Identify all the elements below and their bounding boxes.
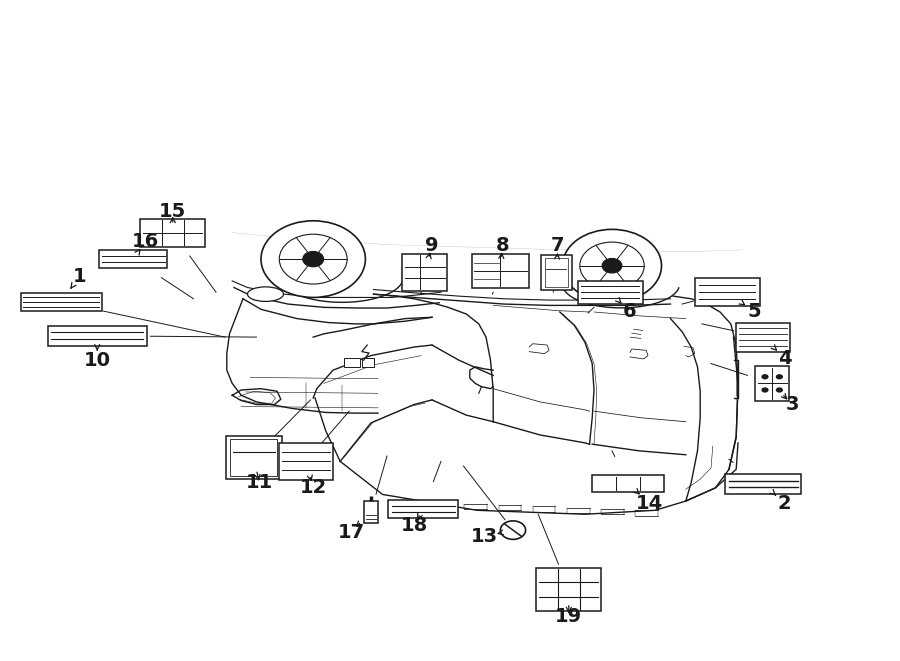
Bar (230, 440, 277, 476)
Text: 10: 10 (84, 351, 111, 369)
Bar (226, 436, 282, 479)
Text: 15: 15 (159, 202, 186, 221)
Bar (344, 358, 360, 367)
Text: 18: 18 (400, 516, 428, 535)
Bar (279, 444, 333, 480)
Bar (99, 250, 167, 268)
Bar (592, 475, 664, 492)
Text: 7: 7 (551, 237, 565, 255)
Text: 14: 14 (636, 494, 663, 513)
Bar (536, 568, 601, 611)
Text: 1: 1 (72, 267, 86, 286)
Bar (725, 474, 802, 494)
Text: 8: 8 (495, 237, 509, 255)
Bar (544, 258, 568, 287)
Bar (695, 278, 760, 306)
Ellipse shape (580, 242, 644, 290)
Text: 5: 5 (747, 303, 761, 321)
Ellipse shape (602, 258, 622, 273)
Bar (472, 254, 529, 288)
Ellipse shape (302, 251, 324, 267)
Text: 19: 19 (555, 607, 582, 625)
Bar (388, 500, 458, 518)
Bar (21, 293, 102, 311)
Ellipse shape (279, 234, 347, 284)
Text: 13: 13 (471, 527, 498, 546)
Text: 9: 9 (425, 237, 439, 255)
Text: 4: 4 (778, 349, 792, 368)
Text: 16: 16 (132, 232, 159, 251)
Text: 3: 3 (785, 395, 799, 414)
Bar (362, 358, 374, 367)
Circle shape (761, 387, 769, 393)
Bar (364, 500, 377, 524)
Text: 17: 17 (338, 523, 364, 541)
Bar (140, 219, 205, 247)
Bar (541, 255, 572, 290)
Text: 11: 11 (246, 473, 273, 492)
Text: 2: 2 (778, 494, 792, 513)
Bar (755, 366, 789, 401)
Text: 6: 6 (623, 303, 637, 321)
Bar (402, 254, 447, 291)
Ellipse shape (248, 287, 284, 301)
Text: 12: 12 (300, 479, 327, 497)
Ellipse shape (562, 229, 662, 302)
Bar (48, 326, 147, 346)
Circle shape (776, 387, 783, 393)
Circle shape (761, 374, 769, 379)
Bar (736, 323, 790, 352)
Circle shape (500, 521, 526, 539)
Bar (578, 280, 643, 303)
Ellipse shape (261, 221, 365, 297)
Circle shape (776, 374, 783, 379)
